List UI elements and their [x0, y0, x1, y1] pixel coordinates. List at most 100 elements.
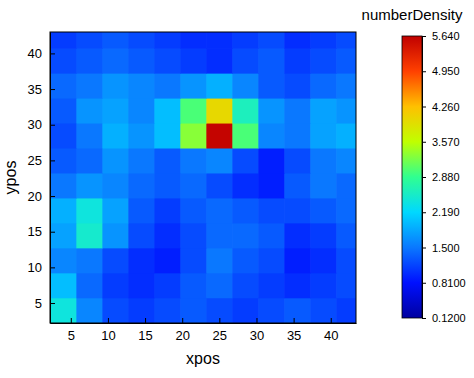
- heatmap-cell: [206, 73, 233, 99]
- heatmap-cell: [50, 273, 77, 299]
- heatmap-cell: [76, 148, 103, 174]
- tick-mark: [422, 318, 426, 319]
- heatmap-cell: [258, 223, 285, 249]
- tick-label: 35: [28, 82, 42, 97]
- heatmap-cell: [258, 48, 285, 74]
- heatmap-cell: [180, 148, 207, 174]
- heatmap-cell: [284, 223, 311, 249]
- colorbar-tick: 0.1200: [422, 312, 466, 324]
- heatmap-cell: [336, 298, 356, 323]
- heatmap-cell: [128, 123, 155, 149]
- tick: 10: [28, 260, 55, 275]
- heatmap-cell: [76, 123, 103, 149]
- heatmap-cell: [310, 173, 337, 199]
- tick-mark: [108, 318, 109, 323]
- heatmap-cell: [102, 248, 129, 274]
- heatmap-cell: [336, 73, 356, 99]
- heatmap-cell: [128, 223, 155, 249]
- heatmap-cell: [128, 148, 155, 174]
- heatmap-cell: [102, 48, 129, 74]
- heatmap-cell: [50, 223, 77, 249]
- heatmap-cell: [154, 148, 181, 174]
- tick-label: 5: [68, 328, 75, 343]
- heatmap-cell: [76, 32, 103, 49]
- tick-label: 20: [28, 189, 42, 204]
- heatmap-cell: [310, 248, 337, 274]
- tick-label: 4.260: [432, 101, 460, 113]
- heatmap-cell: [206, 48, 233, 74]
- tick: 30: [28, 117, 55, 132]
- heatmap-cell: [310, 223, 337, 249]
- heatmap-cell: [206, 32, 233, 49]
- heatmap-cell: [284, 48, 311, 74]
- heatmap-cell: [76, 298, 103, 323]
- heatmap-cell: [310, 148, 337, 174]
- plot-frame: [50, 32, 356, 323]
- heatmap-cell: [50, 123, 77, 149]
- heatmap-cell: [284, 273, 311, 299]
- heatmap-cell: [180, 32, 207, 49]
- heatmap-cell: [128, 198, 155, 224]
- tick-mark: [219, 318, 220, 323]
- heatmap-cell: [206, 123, 233, 149]
- heatmap-cell: [50, 98, 77, 124]
- heatmap-cell: [76, 198, 103, 224]
- heatmap-cell: [180, 123, 207, 149]
- heatmap-cell: [336, 273, 356, 299]
- tick: 10: [101, 318, 115, 343]
- heatmap-cell: [102, 123, 129, 149]
- heatmap-cell: [76, 173, 103, 199]
- heatmap-cell: [180, 173, 207, 199]
- tick-mark: [422, 142, 426, 143]
- tick-label: 2.190: [432, 206, 460, 218]
- heatmap-cell: [336, 223, 356, 249]
- tick-label: 25: [213, 328, 227, 343]
- heatmap-cell: [180, 248, 207, 274]
- heatmap-cell: [102, 73, 129, 99]
- heatmap-cell: [206, 248, 233, 274]
- tick-label: 20: [175, 328, 189, 343]
- heatmap-cell: [50, 73, 77, 99]
- heatmap-cell: [310, 98, 337, 124]
- heatmap-cell: [232, 148, 259, 174]
- heatmap-cell: [284, 32, 311, 49]
- heatmap-cell: [102, 32, 129, 49]
- y-axis: 510152025303540: [28, 33, 55, 324]
- tick-label: 25: [28, 153, 42, 168]
- heatmap-cell: [128, 273, 155, 299]
- heatmap-cell: [336, 148, 356, 174]
- heatmap-cell: [128, 298, 155, 323]
- heatmap-cell: [180, 223, 207, 249]
- heatmap-cell: [232, 298, 259, 323]
- heatmap-cell: [206, 298, 233, 323]
- heatmap-cell: [206, 273, 233, 299]
- tick-mark: [71, 318, 72, 323]
- heatmap-cell: [102, 173, 129, 199]
- x-axis: 510152025303540: [51, 318, 357, 343]
- heatmap-cell: [128, 48, 155, 74]
- heatmap-cell: [310, 123, 337, 149]
- tick-label: 35: [287, 328, 301, 343]
- heatmap-cell: [336, 198, 356, 224]
- heatmap-cell: [76, 98, 103, 124]
- tick: 35: [287, 318, 301, 343]
- tick: 30: [250, 318, 264, 343]
- heatmap-cell: [50, 148, 77, 174]
- heatmap-cell: [76, 273, 103, 299]
- heatmap-cell: [258, 198, 285, 224]
- tick-label: 10: [28, 260, 42, 275]
- tick: 25: [213, 318, 227, 343]
- tick-mark: [294, 318, 295, 323]
- heatmap-cell: [206, 223, 233, 249]
- heatmap-cell: [50, 248, 77, 274]
- tick-mark: [422, 212, 426, 213]
- heatmap-cell: [76, 248, 103, 274]
- tick-mark: [422, 107, 426, 108]
- heatmap-cell: [336, 248, 356, 274]
- tick-mark: [256, 318, 257, 323]
- heatmap-cell: [284, 198, 311, 224]
- tick-label: 0.8100: [432, 277, 466, 289]
- heatmap-cell: [102, 298, 129, 323]
- heatmap-cell: [232, 173, 259, 199]
- heatmap-cell: [102, 223, 129, 249]
